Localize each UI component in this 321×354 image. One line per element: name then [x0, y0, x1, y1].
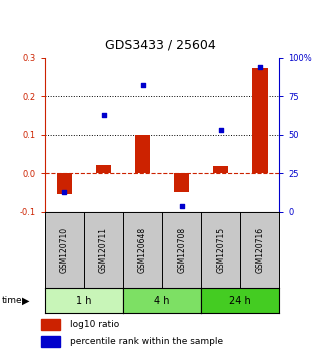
- Bar: [41, 336, 60, 347]
- Point: [257, 64, 262, 70]
- Text: log10 ratio: log10 ratio: [70, 320, 119, 330]
- Text: time: time: [2, 296, 22, 305]
- Text: GSM120710: GSM120710: [60, 227, 69, 273]
- Bar: [252, 68, 267, 173]
- Text: ▶: ▶: [22, 296, 29, 306]
- Text: 4 h: 4 h: [154, 296, 170, 306]
- Text: 24 h: 24 h: [229, 296, 251, 306]
- Bar: [174, 173, 189, 192]
- Text: GSM120716: GSM120716: [255, 227, 264, 273]
- Text: GSM120708: GSM120708: [177, 227, 186, 273]
- Text: GDS3433 / 25604: GDS3433 / 25604: [105, 39, 216, 52]
- Text: percentile rank within the sample: percentile rank within the sample: [70, 337, 223, 347]
- Point: [218, 127, 223, 133]
- Text: 1 h: 1 h: [76, 296, 92, 306]
- Bar: [41, 319, 60, 330]
- Text: GSM120711: GSM120711: [99, 227, 108, 273]
- Point: [62, 189, 67, 194]
- Bar: [56, 173, 72, 194]
- Bar: [96, 165, 111, 173]
- Point: [179, 203, 184, 209]
- Point: [140, 82, 145, 88]
- Bar: [213, 166, 229, 173]
- Bar: [135, 136, 150, 173]
- Point: [101, 112, 106, 118]
- Text: GSM120648: GSM120648: [138, 227, 147, 273]
- Text: GSM120715: GSM120715: [216, 227, 225, 273]
